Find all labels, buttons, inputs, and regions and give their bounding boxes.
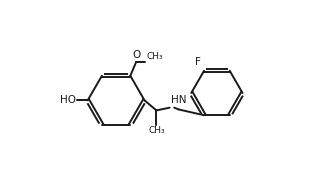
Text: F: F	[195, 57, 201, 68]
Text: CH₃: CH₃	[146, 52, 163, 60]
Text: HO: HO	[60, 95, 76, 105]
Text: CH₃: CH₃	[148, 126, 165, 135]
Text: O: O	[132, 50, 140, 60]
Text: HN: HN	[170, 95, 186, 105]
